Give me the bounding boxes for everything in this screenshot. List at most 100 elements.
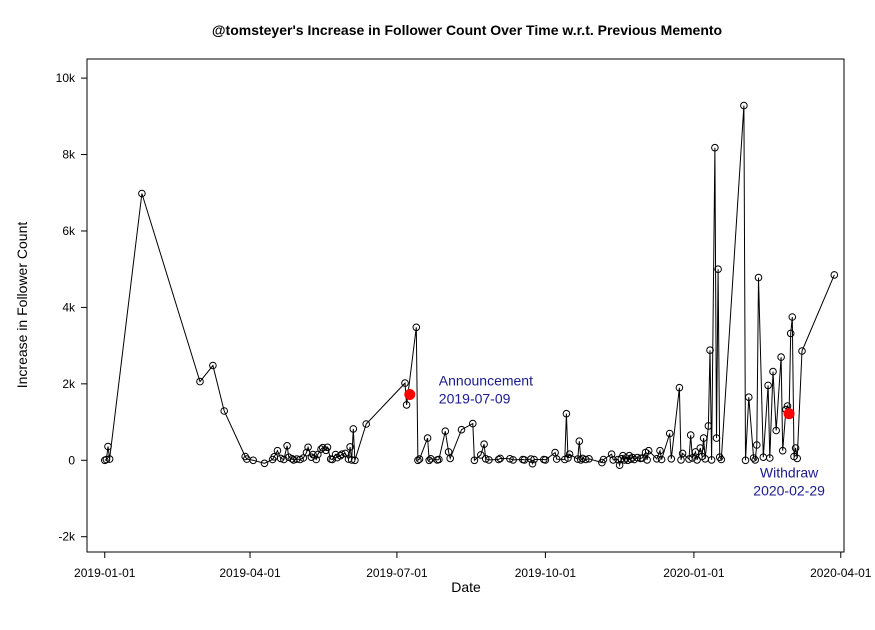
data-point <box>609 456 618 464</box>
data-point <box>527 455 535 463</box>
data-point <box>791 444 800 452</box>
data-point <box>751 456 760 464</box>
data-point <box>745 393 753 402</box>
data-point <box>754 273 763 282</box>
data-point <box>249 456 257 465</box>
y-axis: -2k 0 2k 4k 6k 8k 10k <box>56 71 88 544</box>
data-point <box>299 454 308 462</box>
data-point <box>102 455 111 464</box>
data-point <box>288 455 296 463</box>
data-point <box>441 427 450 436</box>
data-point <box>644 446 653 455</box>
data-point <box>772 426 781 435</box>
data-point <box>653 455 661 463</box>
data-point <box>638 454 647 462</box>
data-point <box>312 455 321 464</box>
x-tick-label: 2019-10-01 <box>515 566 577 580</box>
data-point <box>530 455 538 464</box>
data-point <box>665 429 674 438</box>
data-point <box>349 425 358 433</box>
data-point <box>425 456 434 465</box>
data-point <box>793 454 802 463</box>
highlight-point <box>783 408 795 420</box>
data-point <box>506 455 514 463</box>
data-point <box>643 456 651 464</box>
y-tick-label: 4k <box>62 300 76 314</box>
annotation-label: Withdraw <box>760 465 819 481</box>
data-point <box>304 443 312 452</box>
data-point <box>714 265 722 274</box>
annotation-label: Announcement <box>439 373 533 389</box>
data-point <box>280 455 288 464</box>
data-point <box>678 449 687 458</box>
data-point <box>283 442 291 450</box>
data-point <box>105 455 114 463</box>
data-point <box>552 455 561 463</box>
data-point <box>528 459 537 468</box>
data-point <box>435 455 443 464</box>
highlight-point <box>404 389 416 400</box>
data-point <box>786 329 795 338</box>
data-point <box>688 454 697 462</box>
y-tick-label: 6k <box>62 224 76 238</box>
data-point <box>704 422 713 430</box>
data-point <box>573 455 582 463</box>
x-tick-label: 2019-01-01 <box>74 566 136 580</box>
data-point <box>477 451 485 459</box>
data-point <box>696 444 705 452</box>
y-tick-label: 8k <box>62 148 76 162</box>
data-point <box>628 453 637 462</box>
data-point <box>341 449 350 458</box>
data-point <box>675 383 684 392</box>
series-layer <box>101 101 839 470</box>
data-point <box>351 456 359 465</box>
data-point <box>362 420 371 428</box>
data-point <box>209 361 217 370</box>
data-point <box>712 434 721 442</box>
data-point <box>699 434 708 442</box>
data-point <box>657 455 666 464</box>
data-point <box>764 381 772 390</box>
data-point <box>798 347 806 355</box>
data-point <box>830 271 839 279</box>
annotation-date: 2020-02-29 <box>753 483 825 499</box>
data-point <box>686 431 695 439</box>
data-point <box>338 450 346 459</box>
data-point <box>717 455 726 464</box>
data-point <box>707 456 716 464</box>
data-point <box>633 453 642 462</box>
data-point <box>496 454 505 463</box>
data-point <box>749 454 758 462</box>
data-point <box>715 453 724 462</box>
data-point <box>766 454 774 462</box>
x-axis: 2019-01-01 2019-04-01 2019-07-01 2019-10-01… <box>74 551 872 580</box>
y-tick-label: 10k <box>56 71 76 85</box>
highlight-layer: Announcement 2019-07-09 Withdraw 2020-02-29 <box>404 373 825 499</box>
data-point <box>741 456 750 465</box>
data-point <box>494 455 503 464</box>
data-point <box>581 455 590 464</box>
data-point <box>457 425 466 434</box>
data-point <box>273 446 282 455</box>
data-point <box>788 313 797 321</box>
data-point <box>740 101 748 110</box>
data-point <box>706 346 714 355</box>
data-point <box>667 455 676 463</box>
data-point <box>323 443 332 452</box>
data-point <box>778 446 787 455</box>
data-point <box>599 455 608 464</box>
x-tick-label: 2019-04-01 <box>219 566 281 580</box>
data-point <box>564 454 572 462</box>
data-point <box>777 353 785 361</box>
data-point <box>401 379 409 387</box>
x-tick-label: 2019-07-01 <box>366 566 428 580</box>
data-point <box>347 456 356 464</box>
data-point <box>562 409 571 418</box>
data-point <box>196 377 204 386</box>
data-point <box>711 143 719 152</box>
data-point <box>565 450 574 459</box>
data-point <box>346 443 354 451</box>
